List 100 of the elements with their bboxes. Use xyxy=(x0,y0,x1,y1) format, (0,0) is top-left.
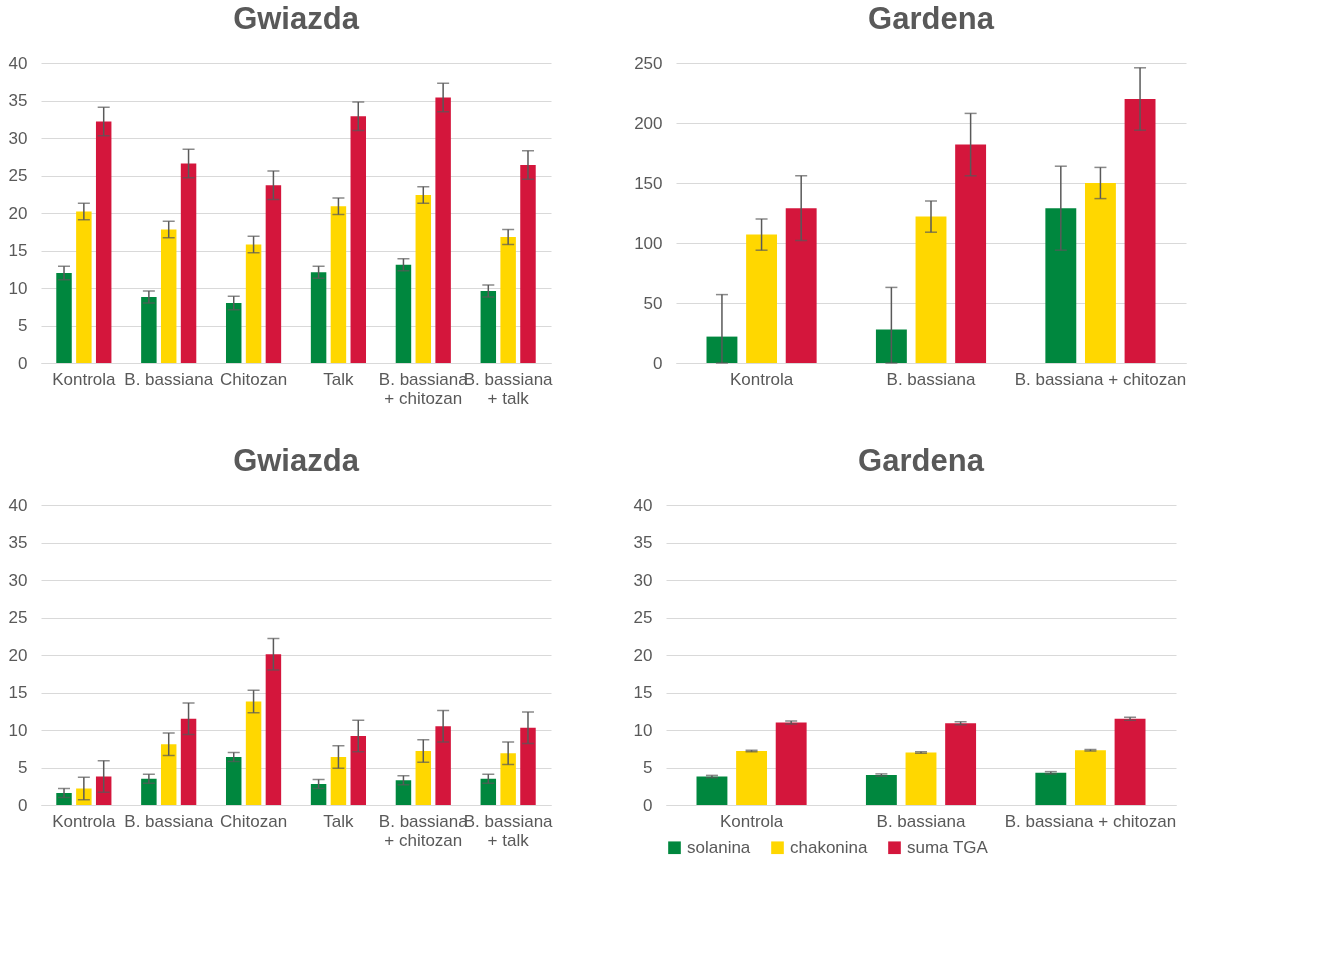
y-tick-label: 35 xyxy=(633,533,653,552)
bar xyxy=(180,163,197,363)
bar xyxy=(1074,750,1106,805)
bar xyxy=(1084,183,1116,363)
x-tick-label: B. bassiana xyxy=(886,369,976,389)
bar xyxy=(706,336,738,363)
bar xyxy=(415,195,432,363)
bar xyxy=(1035,772,1067,805)
chart-title: Gwiazda xyxy=(233,1,360,36)
bar xyxy=(520,165,536,363)
bar xyxy=(330,206,347,363)
chart-title: Gardena xyxy=(868,1,995,36)
bar xyxy=(915,216,947,363)
y-tick-label: 30 xyxy=(8,570,28,590)
x-tick-label: Kontrola xyxy=(52,811,117,831)
bar xyxy=(350,736,367,805)
y-tick-label: 25 xyxy=(8,608,28,627)
legend-label: suma TGA xyxy=(907,837,989,857)
x-tick-label: Talk xyxy=(323,369,355,389)
y-tick-label: 0 xyxy=(653,353,663,373)
bar xyxy=(265,654,282,805)
bar xyxy=(180,718,197,805)
bar xyxy=(225,757,242,805)
bar xyxy=(775,722,807,805)
x-tick-label: Kontrola xyxy=(719,811,784,831)
bar xyxy=(395,780,412,805)
chart-title: Gwiazda xyxy=(233,443,360,478)
bar xyxy=(785,208,817,363)
bar xyxy=(520,727,536,805)
bar xyxy=(480,778,497,805)
y-tick-label: 10 xyxy=(633,720,653,740)
y-tick-label: 5 xyxy=(643,758,653,777)
y-tick-label: 0 xyxy=(643,795,653,815)
x-tick-label: Kontrola xyxy=(52,369,117,389)
y-tick-label: 40 xyxy=(8,53,28,73)
bar xyxy=(225,303,242,363)
bar xyxy=(141,297,157,363)
bar xyxy=(696,776,728,805)
bar xyxy=(350,116,367,363)
y-tick-label: 30 xyxy=(8,128,28,148)
y-tick-label: 20 xyxy=(8,203,28,223)
bar xyxy=(500,753,516,805)
bar xyxy=(736,751,768,805)
x-tick-label: B. bassiana + chitozan xyxy=(1014,369,1187,389)
y-tick-label: 100 xyxy=(634,233,663,253)
bar xyxy=(95,121,112,363)
bar xyxy=(435,726,451,805)
bar xyxy=(865,775,897,805)
x-tick-label: Chitozan xyxy=(220,369,288,389)
legend-label: solanina xyxy=(687,837,751,857)
legend-label: chakonina xyxy=(790,837,869,857)
bar xyxy=(95,776,112,805)
bar xyxy=(945,723,977,805)
bar xyxy=(56,273,72,363)
y-tick-label: 35 xyxy=(8,91,28,110)
bar xyxy=(141,778,157,805)
bar xyxy=(310,272,327,363)
bar xyxy=(1114,718,1146,805)
bar xyxy=(76,211,92,363)
y-tick-label: 25 xyxy=(633,608,653,627)
y-tick-label: 150 xyxy=(634,173,663,193)
y-tick-label: 15 xyxy=(633,683,653,702)
bar xyxy=(265,185,282,363)
bar xyxy=(435,97,451,363)
y-tick-label: 20 xyxy=(8,645,28,665)
y-tick-label: 40 xyxy=(8,495,28,515)
bar xyxy=(1045,208,1077,363)
bar xyxy=(330,757,347,805)
bar xyxy=(245,701,262,805)
y-tick-label: 0 xyxy=(18,353,28,373)
x-tick-label: B. bassiana xyxy=(124,369,214,389)
y-tick-label: 200 xyxy=(634,113,663,133)
bar xyxy=(245,244,262,363)
bar xyxy=(1124,99,1156,363)
x-tick-label: Talk xyxy=(323,811,355,831)
y-tick-label: 5 xyxy=(18,316,28,335)
y-tick-label: 40 xyxy=(633,495,653,515)
y-tick-label: 35 xyxy=(8,533,28,552)
bar xyxy=(310,784,327,805)
y-tick-label: 0 xyxy=(18,795,28,815)
y-tick-label: 250 xyxy=(634,53,663,73)
x-tick-label: B. bassiana + chitozan xyxy=(1004,811,1177,831)
x-tick-label: B. bassiana xyxy=(876,811,966,831)
bar xyxy=(160,229,177,363)
bar xyxy=(480,291,497,363)
bar xyxy=(160,744,177,805)
y-tick-label: 25 xyxy=(8,166,28,185)
y-tick-label: 50 xyxy=(643,293,663,313)
y-tick-label: 10 xyxy=(8,720,28,740)
y-tick-label: 20 xyxy=(633,645,653,665)
x-tick-label: B. bassiana xyxy=(124,811,214,831)
y-tick-label: 15 xyxy=(8,241,28,260)
y-tick-label: 15 xyxy=(8,683,28,702)
y-tick-label: 10 xyxy=(8,278,28,298)
bar xyxy=(500,237,516,363)
chart-title: Gardena xyxy=(858,443,985,478)
bar xyxy=(875,329,907,363)
x-tick-label: Kontrola xyxy=(729,369,794,389)
bar xyxy=(415,751,432,805)
y-tick-label: 5 xyxy=(18,758,28,777)
